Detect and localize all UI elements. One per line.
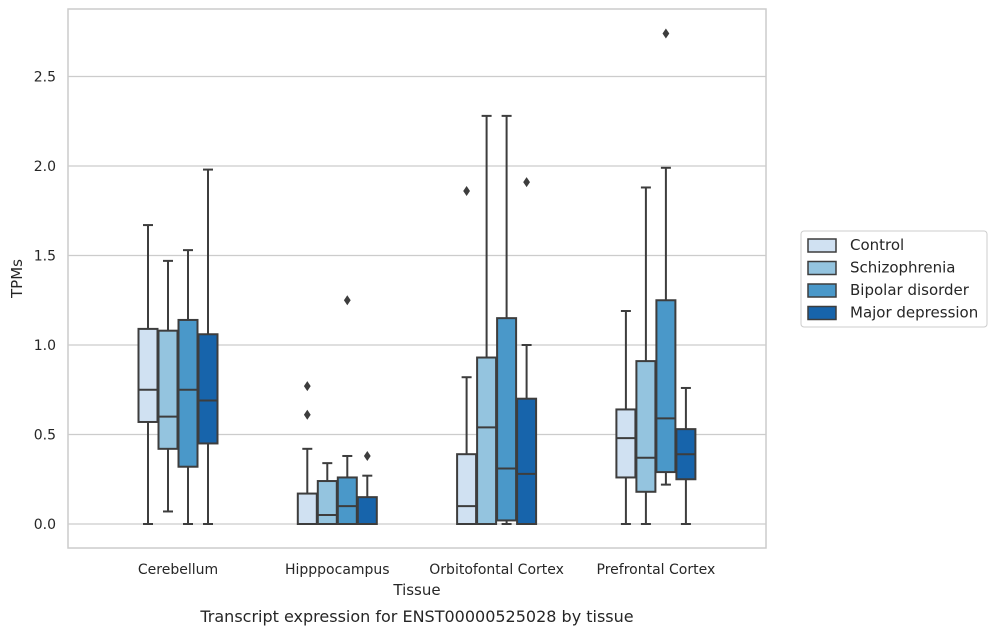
legend: Control Schizophrenia Bipolar disorder Majo… xyxy=(800,230,988,328)
outlier-marker xyxy=(662,28,670,39)
legend-label: Control xyxy=(850,236,904,254)
box-plot-area xyxy=(137,28,697,526)
y-tick-labels: 0.0 0.5 1.0 1.5 2.0 2.5 xyxy=(34,70,56,534)
box-iqr xyxy=(137,327,159,423)
box-bipolar-disorder xyxy=(336,295,358,525)
outlier-marker xyxy=(523,177,530,188)
y-tick-label: 0.0 xyxy=(34,517,56,533)
legend-swatch xyxy=(807,283,837,298)
legend-label: Schizophrenia xyxy=(850,259,955,277)
box-iqr xyxy=(635,360,657,493)
y-axis-label: TPMs xyxy=(8,259,26,299)
box-control xyxy=(615,309,637,525)
box-iqr xyxy=(157,329,179,450)
legend-swatch xyxy=(807,260,837,276)
box-iqr xyxy=(177,318,199,468)
box-schizophrenia xyxy=(157,259,179,513)
box-bipolar-disorder xyxy=(177,249,199,525)
box-iqr xyxy=(316,480,338,526)
box-iqr xyxy=(516,397,538,526)
box-iqr xyxy=(655,299,677,474)
legend-label: Bipolar disorder xyxy=(850,281,970,299)
x-axis-label: Tissue xyxy=(392,581,440,599)
legend-swatch xyxy=(807,238,837,253)
box-control xyxy=(137,224,159,525)
outlier-marker xyxy=(303,409,311,420)
box-iqr xyxy=(336,476,358,525)
y-tick-label: 2.5 xyxy=(34,70,56,86)
outlier-marker xyxy=(363,450,371,461)
y-tick-label: 2.0 xyxy=(34,159,56,175)
box-bipolar-disorder xyxy=(496,114,518,525)
y-tick-label: 1.5 xyxy=(34,249,56,265)
chart-caption: Transcript expression for ENST0000052502… xyxy=(199,607,633,626)
box-major-depression xyxy=(516,177,538,526)
outlier-marker xyxy=(303,381,311,392)
box-control xyxy=(296,381,318,526)
box-schizophrenia xyxy=(635,186,657,525)
x-tick-label: Orbitofontal Cortex xyxy=(429,562,564,578)
box-bipolar-disorder xyxy=(655,28,677,486)
box-control xyxy=(456,186,478,525)
legend-swatch xyxy=(807,305,837,321)
box-iqr xyxy=(356,496,378,525)
box-major-depression xyxy=(197,168,219,525)
outlier-marker xyxy=(463,186,470,197)
box-schizophrenia xyxy=(316,462,338,526)
box-iqr xyxy=(615,408,637,479)
box-major-depression xyxy=(356,450,378,525)
box-iqr xyxy=(456,453,478,525)
legend-label: Major depression xyxy=(850,304,978,322)
y-tick-label: 0.5 xyxy=(34,428,56,444)
x-tick-labels: Cerebellum Hipppocampus Orbitofontal Corte… xyxy=(138,562,715,578)
plot-frame xyxy=(67,8,767,549)
box-iqr xyxy=(197,333,219,445)
box-major-depression xyxy=(675,386,697,525)
legend-frame xyxy=(800,230,988,328)
outlier-marker xyxy=(343,295,351,306)
box-schizophrenia xyxy=(476,114,498,525)
x-tick-label: Hipppocampus xyxy=(285,562,390,578)
box-iqr xyxy=(476,356,498,525)
x-tick-label: Prefrontal Cortex xyxy=(597,562,716,578)
box-iqr xyxy=(496,317,518,522)
box-iqr xyxy=(296,492,318,526)
x-tick-label: Cerebellum xyxy=(138,562,218,578)
y-tick-label: 1.0 xyxy=(34,338,56,354)
